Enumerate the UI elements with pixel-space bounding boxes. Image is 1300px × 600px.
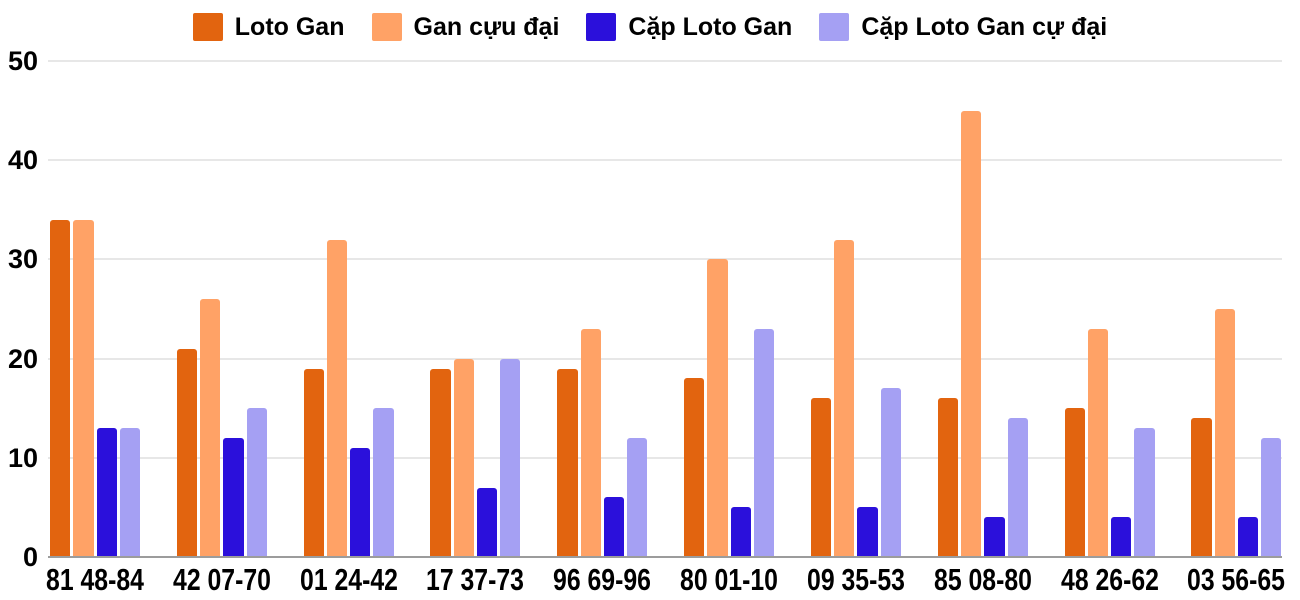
x-axis-label: 01 24-42 [299,562,398,597]
bar-s1 [50,219,71,557]
bar-s4 [373,408,394,557]
legend-item-s1[interactable]: Loto Gan [192,12,345,42]
x-axis-line [48,556,1282,558]
bar-s3 [1237,517,1259,557]
bar-s4 [753,328,775,557]
bar-s2 [453,358,474,557]
x-axis-label: 09 35-53 [807,562,905,597]
x-axis-label: 85 08-80 [933,562,1032,597]
gridline-40 [48,159,1282,162]
bar-s4 [880,388,901,557]
bar-s4 [246,408,267,557]
gridline-50 [48,60,1282,62]
legend-swatch-icon [819,13,850,41]
y-axis-label: 0 [22,542,38,572]
bar-s3 [476,487,498,557]
bar-s1 [557,368,578,557]
x-axis-label: 17 37-73 [426,562,525,597]
legend-label: Gan cựu đại [413,12,560,41]
legend-swatch-icon [586,13,617,41]
y-axis-label: 10 [7,442,38,473]
bar-s3 [96,428,117,557]
bar-s3 [223,437,244,557]
x-axis-label: 80 01-10 [680,562,779,597]
legend-label: Cặp Loto Gan cự đại [861,12,1108,41]
bar-s4 [1261,437,1282,557]
bar-s4 [627,437,648,557]
bar-s1 [810,398,832,557]
bar-s2 [707,259,728,557]
y-axis-label: 40 [7,145,38,176]
gridline-30 [48,258,1282,261]
bar-s2 [326,239,348,557]
bar-s1 [1064,408,1085,557]
bar-s3 [730,507,751,557]
legend-item-s3[interactable]: Cặp Loto Gan [586,13,792,42]
bar-s4 [1007,418,1028,557]
gridline-20 [48,357,1282,360]
legend-item-s4[interactable]: Cặp Loto Gan cự đại [819,13,1107,42]
bar-s3 [603,497,625,557]
bar-s2 [73,219,94,557]
bar-s3 [1111,517,1132,557]
bar-s4 [1134,428,1155,557]
x-axis-label: 96 69-96 [553,562,652,597]
bar-s1 [937,398,959,557]
bar-s1 [430,368,451,557]
bar-s3 [984,517,1005,557]
bar-s1 [684,378,705,557]
legend-item-s2[interactable]: Gan cựu đại [371,12,560,42]
gridline-10 [48,456,1282,459]
bar-s2 [200,299,221,557]
bar-s1 [303,368,324,557]
legend-label: Cặp Loto Gan [628,12,793,41]
x-axis-label: 48 26-62 [1060,562,1159,597]
legend: Loto Gan Gan cựu đại Cặp Loto Gan Cặp Loto … [0,12,1300,42]
bar-s2 [580,328,601,557]
x-axis-label: 81 48-84 [46,562,144,597]
bar-s2 [1214,309,1235,557]
legend-swatch-icon [192,13,223,41]
legend-swatch-icon [371,13,402,41]
y-axis-label: 30 [7,244,38,275]
bar-s4 [500,358,521,557]
bar-s2 [961,110,982,557]
y-axis-label: 50 [7,46,38,76]
bar-s3 [350,447,371,557]
legend-label: Loto Gan [234,12,345,41]
bar-s2 [1087,328,1109,557]
bar-s2 [834,239,855,557]
y-axis-label: 20 [7,343,38,374]
x-axis-label: 03 56-65 [1187,562,1286,597]
bar-s1 [176,348,198,557]
bar-s1 [1191,418,1212,557]
x-axis-label: 42 07-70 [172,562,271,597]
bar-s3 [857,507,878,557]
bar-s4 [119,428,140,557]
